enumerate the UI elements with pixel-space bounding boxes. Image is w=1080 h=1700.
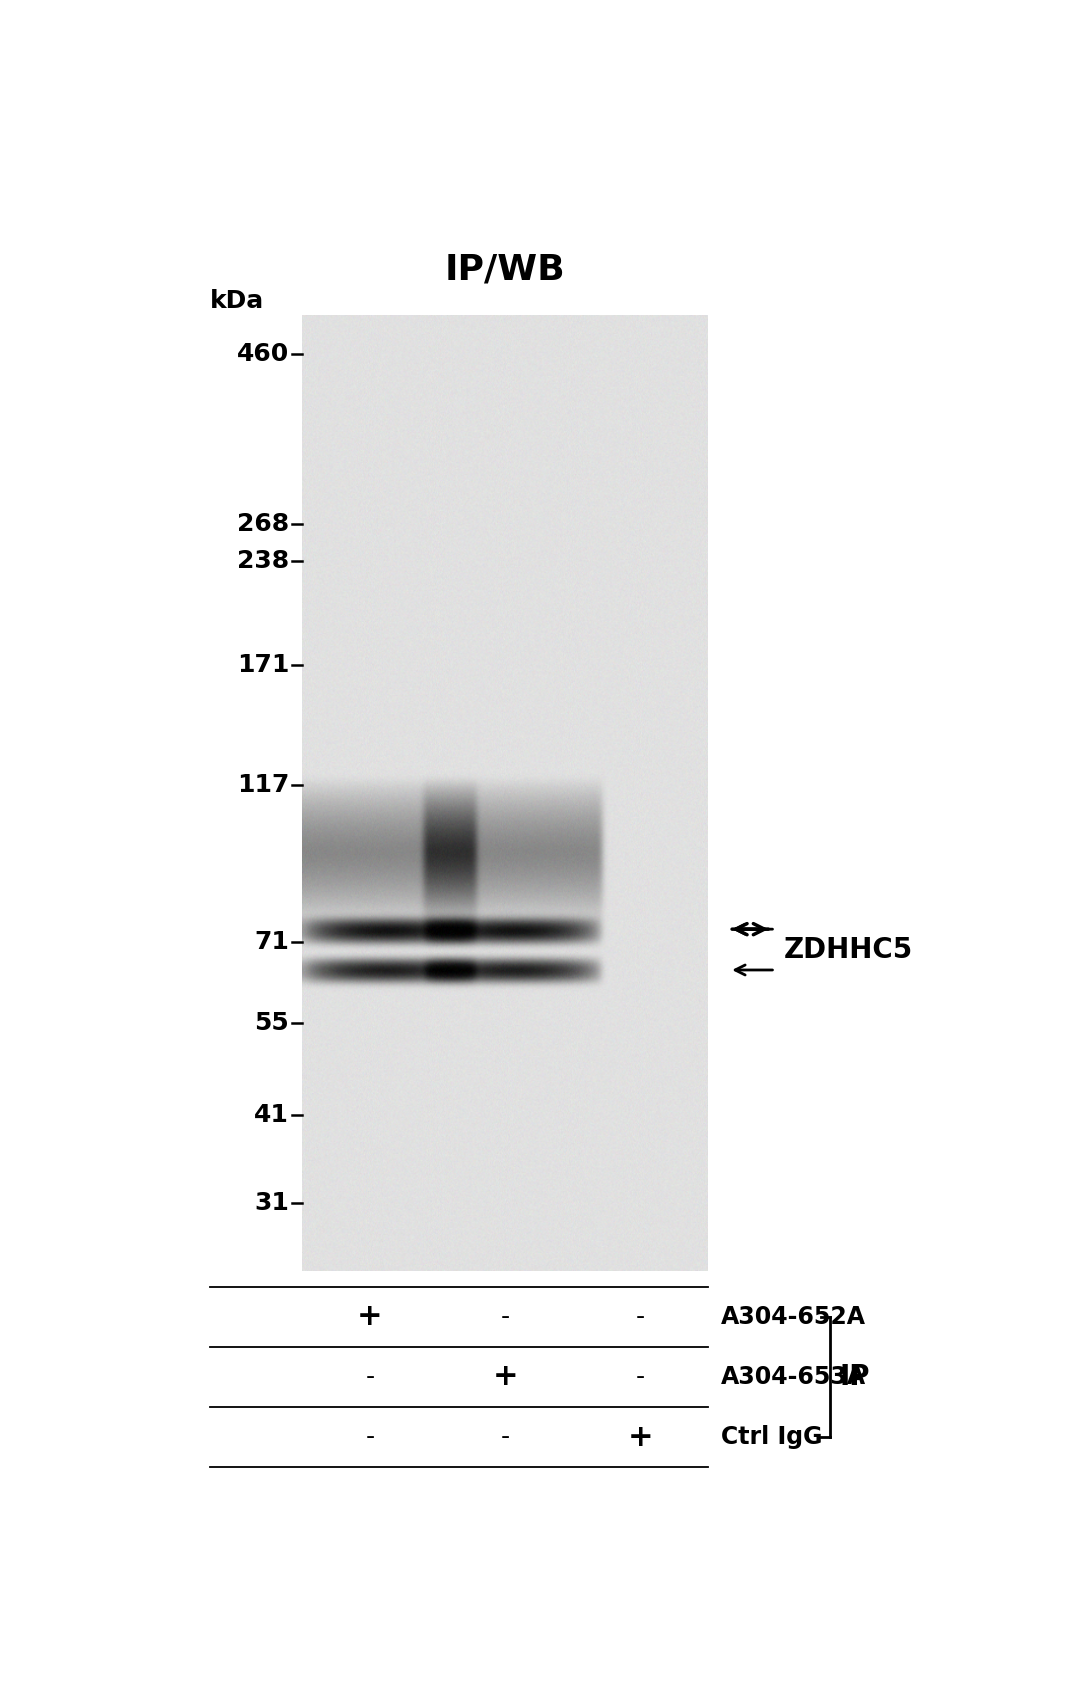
Text: kDa: kDa bbox=[211, 289, 265, 313]
Text: -: - bbox=[636, 1365, 645, 1389]
Text: Ctrl IgG: Ctrl IgG bbox=[721, 1425, 822, 1448]
Text: 238: 238 bbox=[237, 549, 289, 573]
Text: 71: 71 bbox=[254, 930, 289, 954]
Text: 41: 41 bbox=[254, 1103, 289, 1127]
Text: -: - bbox=[365, 1365, 375, 1389]
Text: -: - bbox=[501, 1425, 510, 1448]
Text: A304-652A: A304-652A bbox=[721, 1304, 866, 1329]
Text: 31: 31 bbox=[254, 1192, 289, 1215]
Text: A304-653A: A304-653A bbox=[721, 1365, 866, 1389]
Text: -: - bbox=[501, 1304, 510, 1329]
Text: -: - bbox=[636, 1304, 645, 1329]
Text: ZDHHC5: ZDHHC5 bbox=[784, 935, 913, 964]
Text: 55: 55 bbox=[254, 1010, 289, 1035]
Text: 268: 268 bbox=[237, 512, 289, 536]
Text: +: + bbox=[627, 1423, 653, 1452]
Text: IP/WB: IP/WB bbox=[445, 253, 566, 287]
Text: +: + bbox=[492, 1362, 518, 1391]
Text: -: - bbox=[365, 1425, 375, 1448]
Text: 460: 460 bbox=[237, 342, 289, 366]
Text: 117: 117 bbox=[237, 774, 289, 797]
Text: +: + bbox=[357, 1302, 383, 1331]
Text: 171: 171 bbox=[237, 653, 289, 677]
Text: IP: IP bbox=[840, 1363, 870, 1391]
